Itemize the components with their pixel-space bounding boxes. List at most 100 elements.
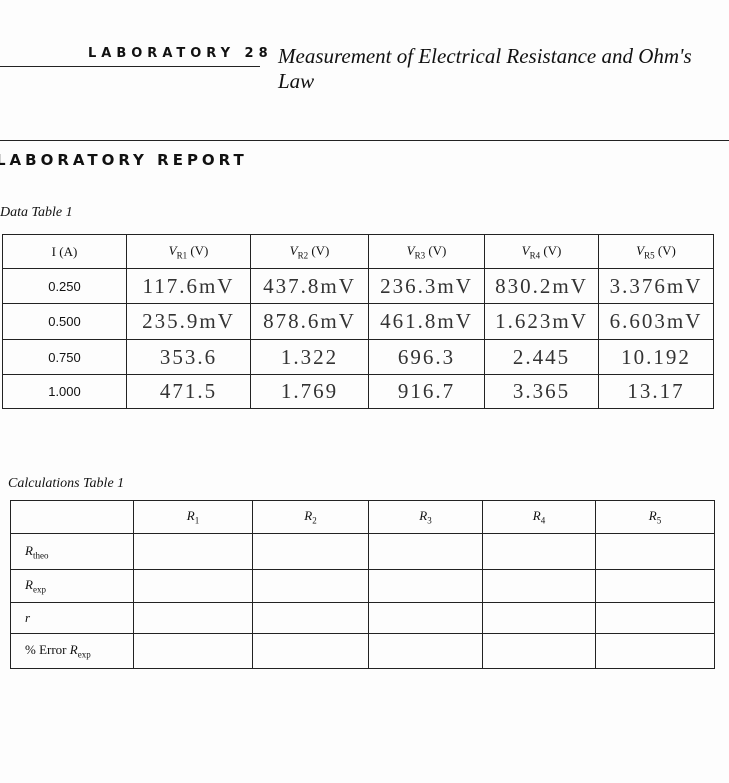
current-cell: 0.250: [2, 268, 127, 304]
empty-cell: [252, 633, 369, 669]
row-label: r: [10, 602, 134, 634]
voltage-cell: 6.603mV: [598, 303, 714, 340]
row-label: Rexp: [10, 569, 134, 603]
lab-title: Measurement of Electrical Resistance and…: [278, 44, 692, 93]
voltage-cell: 117.6mV: [126, 268, 251, 304]
empty-cell: [368, 602, 483, 634]
header-cell: VR5 (V): [598, 234, 714, 269]
current-cell: 0.750: [2, 339, 127, 375]
voltage-cell: 1.322: [250, 339, 369, 375]
subscript: theo: [32, 550, 49, 561]
table-caption: Calculations Table 1: [8, 476, 125, 491]
empty-cell: [482, 533, 596, 570]
header-cell: VR1 (V): [126, 234, 251, 269]
unit: (V): [311, 242, 330, 258]
header-cell: VR4 (V): [484, 234, 599, 269]
voltage-cell: 878.6mV: [250, 303, 369, 340]
voltage-cell: 696.3: [368, 339, 485, 375]
empty-cell: [252, 533, 369, 570]
header-cell: VR2 (V): [250, 234, 369, 269]
empty-cell: [133, 602, 253, 634]
voltage-cell: 916.7: [368, 374, 485, 409]
report-title: LABORATORY REPORT: [0, 151, 248, 169]
subscript: exp: [32, 584, 46, 595]
voltage-cell: 353.6: [126, 339, 251, 375]
unit: (V): [428, 242, 447, 258]
header-cell: I (A): [2, 234, 127, 269]
subscript: exp: [77, 649, 91, 660]
empty-cell: [482, 633, 596, 669]
section-rule: [0, 140, 729, 141]
voltage-cell: 3.365: [484, 374, 599, 409]
symbol: R: [69, 642, 78, 658]
symbol: R: [25, 577, 33, 593]
subscript: 1: [194, 515, 200, 526]
row-label: Rtheo: [10, 533, 134, 570]
subscript: R1: [176, 250, 188, 261]
voltage-cell: 13.17: [598, 374, 714, 409]
symbol: V: [521, 242, 530, 258]
symbol: V: [406, 242, 415, 258]
empty-cell: [595, 569, 715, 603]
lab-number: LABORATORY 28: [88, 46, 273, 61]
current-cell: 1.000: [2, 374, 127, 409]
row-label: % Error Rexp: [10, 633, 134, 669]
data-row: 0.500 235.9mV 878.6mV 461.8mV 1.623mV 6.603mV: [2, 303, 714, 340]
data-row: 0.750 353.6 1.322 696.3 2.445 10.192: [2, 339, 714, 375]
symbol: R: [419, 508, 428, 524]
header-cell: R1: [133, 500, 253, 534]
empty-cell: [595, 533, 715, 570]
unit: (V): [543, 242, 562, 258]
subscript: R5: [644, 250, 655, 261]
empty-cell: [368, 569, 483, 603]
empty-cell: [368, 633, 483, 669]
subscript: 3: [427, 515, 432, 526]
data-row: 0.250 117.6mV 437.8mV 236.3mV 830.2mV 3.376mV: [2, 268, 714, 304]
data-table: I (A) VR1 (V) VR2 (V) VR3 (V) VR4 (V) VR5 (V)…: [2, 234, 714, 409]
unit: (V): [657, 242, 676, 258]
voltage-cell: 236.3mV: [368, 268, 485, 304]
symbol: r: [25, 610, 31, 625]
calc-row: r: [10, 602, 715, 634]
empty-cell: [595, 602, 715, 634]
current-cell: 0.500: [2, 303, 127, 340]
calc-row: Rexp: [10, 569, 715, 603]
subscript: R4: [529, 250, 541, 261]
symbol: V: [289, 242, 298, 258]
voltage-cell: 461.8mV: [368, 303, 485, 340]
calc-row: % Error Rexp: [10, 633, 715, 669]
voltage-cell: 1.769: [250, 374, 369, 409]
symbol: R: [25, 542, 33, 558]
header-cell: R4: [482, 500, 596, 534]
empty-cell: [252, 569, 369, 603]
corner-cell: [10, 500, 134, 534]
header-text: I (A): [51, 243, 78, 259]
label-prefix: % Error: [25, 642, 67, 658]
subscript: 4: [540, 515, 546, 526]
empty-cell: [368, 533, 483, 570]
voltage-cell: 235.9mV: [126, 303, 251, 340]
header-cell: R2: [252, 500, 369, 534]
calc-table: R1 R2 R3 R4 R5 Rtheo Rexp r% Error Rexp: [10, 500, 715, 669]
symbol: R: [186, 508, 195, 524]
table-caption: Data Table 1: [0, 205, 73, 220]
empty-cell: [133, 533, 253, 570]
empty-cell: [252, 602, 369, 634]
voltage-cell: 3.376mV: [598, 268, 714, 304]
empty-cell: [595, 633, 715, 669]
voltage-cell: 1.623mV: [484, 303, 599, 340]
voltage-cell: 471.5: [126, 374, 251, 409]
voltage-cell: 10.192: [598, 339, 714, 375]
voltage-cell: 2.445: [484, 339, 599, 375]
header-row: R1 R2 R3 R4 R5: [10, 500, 715, 534]
symbol: R: [304, 508, 313, 524]
voltage-cell: 437.8mV: [250, 268, 369, 304]
unit: (V): [190, 242, 209, 258]
symbol: V: [168, 242, 177, 258]
subscript: R2: [297, 250, 309, 261]
header-cell: R3: [368, 500, 483, 534]
symbol: R: [648, 508, 657, 524]
empty-cell: [133, 569, 253, 603]
symbol: V: [636, 242, 645, 258]
